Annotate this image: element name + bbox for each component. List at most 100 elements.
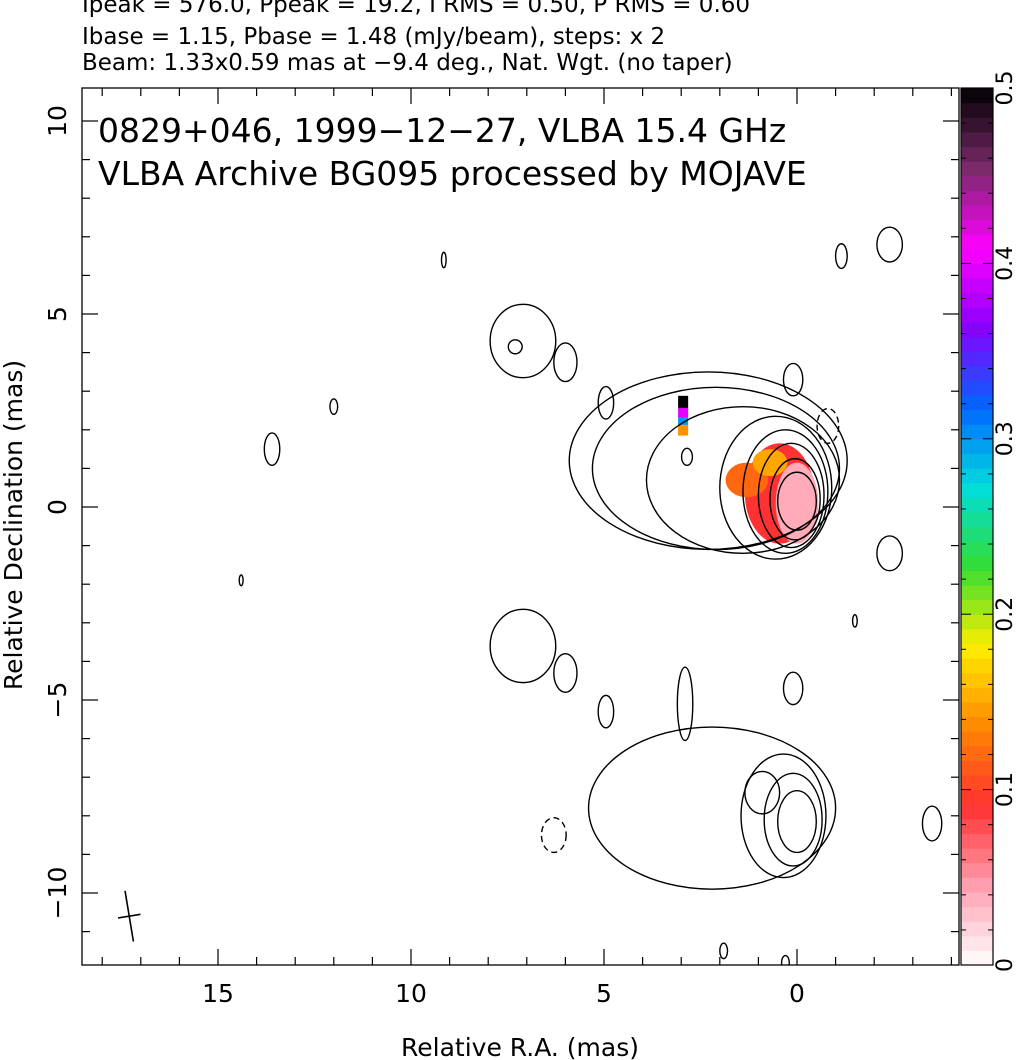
y-tick-label: 0 xyxy=(43,499,72,515)
y-tick-label: 5 xyxy=(43,306,72,322)
colorbar-segment xyxy=(961,117,993,133)
intensity-contour xyxy=(676,666,694,742)
colorbar-segment xyxy=(961,497,993,513)
colorbar-segment xyxy=(961,336,993,352)
colorbar-segment xyxy=(961,511,993,528)
x-axis-label: Relative R.A. (mas) xyxy=(401,1033,639,1060)
plot-frame xyxy=(81,87,960,966)
intensity-contour xyxy=(876,535,904,572)
colorbar-segment xyxy=(961,204,993,221)
intensity-contour xyxy=(719,415,833,560)
header-line-3: Beam: 1.33x0.59 mas at −9.4 deg., Nat. W… xyxy=(82,50,733,76)
intensity-contour xyxy=(263,432,281,467)
intensity-contour xyxy=(597,385,615,420)
y-tick-label: −5 xyxy=(43,682,72,719)
plot-axes: 15 10 5 0 10 5 0 −5 −10 xyxy=(43,87,960,1008)
colorbar-segment xyxy=(961,453,993,469)
colorbar-segment xyxy=(961,628,993,645)
colorbar-segment xyxy=(961,146,993,162)
colorbar-segment xyxy=(961,818,993,835)
colorbar-segment xyxy=(961,862,993,878)
colorbar-segment xyxy=(961,950,993,966)
colorbar-segment xyxy=(961,891,993,908)
colorbar-segment xyxy=(961,365,993,381)
colorbar-segment xyxy=(961,248,993,264)
intensity-contour xyxy=(719,942,729,960)
intensity-contour xyxy=(763,772,823,867)
colorbar-segment xyxy=(961,672,993,688)
intensity-contour xyxy=(744,770,781,815)
y-axis-label: Relative Declination (mas) xyxy=(0,360,28,690)
colorbar-segment xyxy=(961,468,993,484)
intensity-contour xyxy=(834,243,848,270)
x-tick-label: 10 xyxy=(395,979,427,1008)
intensity-contour xyxy=(489,303,557,379)
colorbar-segment xyxy=(961,321,993,338)
colorbar-tick-label: 0.2 xyxy=(993,597,1018,632)
x-tick-label: 5 xyxy=(596,979,612,1008)
colorbar-segment xyxy=(961,599,993,615)
intensity-contour xyxy=(742,429,829,555)
colorbar-segment xyxy=(961,424,993,440)
x-tick-label: 15 xyxy=(202,979,234,1008)
intensity-contour xyxy=(851,613,858,628)
intensity-contour xyxy=(440,251,447,269)
intensity-contour xyxy=(553,342,578,383)
colorbar-segment xyxy=(961,394,993,411)
colorbar-segment xyxy=(961,351,993,367)
colorbar-segment xyxy=(961,102,993,118)
colorbar-segment xyxy=(961,877,993,893)
colorbar-segment xyxy=(961,906,993,922)
colorbar-segment xyxy=(961,716,993,732)
colorbar-segment xyxy=(961,584,993,601)
header-line-1: Ipeak = 576.0, Ppeak = 19.2, I RMS = 0.5… xyxy=(82,0,751,18)
colorbar-tick-label: 0.4 xyxy=(993,246,1018,281)
colorbar-segment xyxy=(961,307,993,323)
colorbar-segment xyxy=(961,701,993,718)
colorbar-segment xyxy=(961,658,993,674)
colorbar-segment xyxy=(961,409,993,425)
y-tick-label: −10 xyxy=(43,867,72,920)
colorbar-tick-label: 0 xyxy=(993,958,1018,972)
polarization-pixel xyxy=(678,407,689,418)
intensity-contour xyxy=(680,447,694,467)
negative-contour xyxy=(540,817,567,854)
polarization-pixel xyxy=(678,415,689,425)
intensity-contour xyxy=(782,362,804,397)
colorbar-segment xyxy=(961,541,993,557)
colorbar-segment xyxy=(961,555,993,571)
polarization-pixel xyxy=(678,395,689,410)
colorbar-segment xyxy=(961,789,993,805)
beam-marker xyxy=(117,890,141,942)
colorbar-segment xyxy=(961,380,993,396)
colorbar-tick-label: 0.1 xyxy=(993,772,1018,807)
colorbar: 0 0.1 0.2 0.3 0.4 0.5 xyxy=(960,71,1018,972)
colorbar-segment xyxy=(961,760,993,776)
intensity-contour xyxy=(507,339,523,355)
colorbar-segment xyxy=(961,570,993,586)
colorbar-segment xyxy=(961,731,993,747)
intensity-contour xyxy=(553,652,578,693)
colorbar-segment xyxy=(961,614,993,630)
polarization-region xyxy=(752,449,788,477)
intensity-contour xyxy=(568,371,848,551)
colorbar-segment xyxy=(961,687,993,703)
colorbar-segment xyxy=(961,161,993,177)
colorbar-segment xyxy=(961,175,993,191)
colorbar-segment xyxy=(961,88,993,104)
intensity-contour xyxy=(329,398,339,416)
colorbar-segment xyxy=(961,131,993,148)
colorbar-segment xyxy=(961,526,993,542)
intensity-contour xyxy=(597,694,615,729)
colorbar-segment xyxy=(961,833,993,849)
intensity-contour xyxy=(757,442,825,549)
intensity-contour xyxy=(645,405,841,555)
colorbar-segment xyxy=(961,263,993,279)
intensity-contour xyxy=(740,753,827,879)
colorbar-segment xyxy=(961,935,993,951)
intensity-contour xyxy=(769,458,821,541)
y-tick-label: 10 xyxy=(43,105,72,137)
intensity-contour xyxy=(921,805,943,842)
chart-title-line-2: VLBA Archive BG095 processed by MOJAVE xyxy=(98,154,807,193)
colorbar-segment xyxy=(961,234,993,250)
